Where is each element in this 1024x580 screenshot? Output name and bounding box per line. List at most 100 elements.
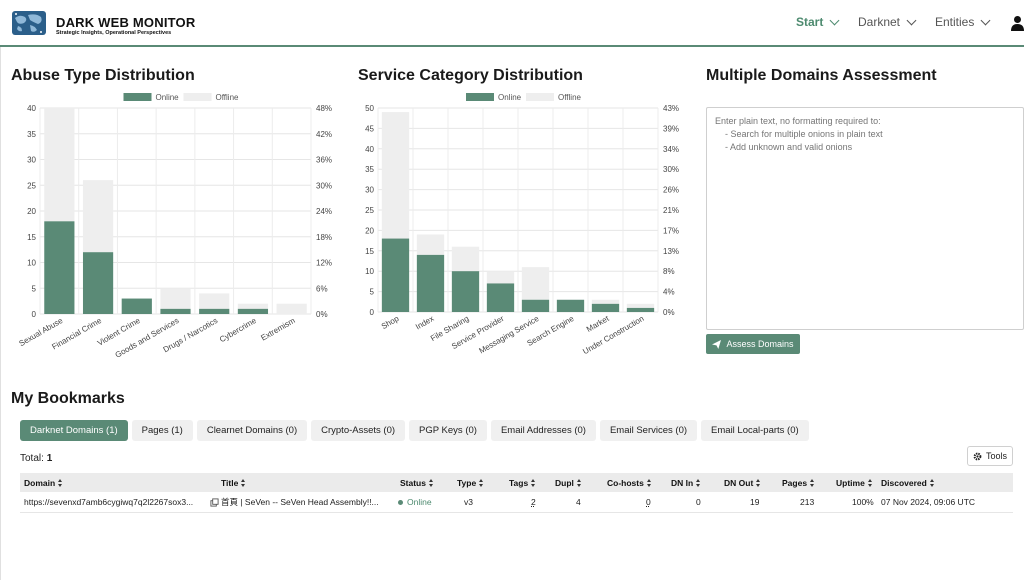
sort-icon: [576, 478, 582, 487]
abuse-bar-offline: [276, 303, 307, 314]
service-y2tick: 34%: [663, 145, 679, 154]
page-left-border: [0, 47, 1, 580]
col-dn-in[interactable]: DN In: [671, 473, 701, 492]
domains-textarea[interactable]: [706, 107, 1024, 330]
globe-logo-icon: [12, 11, 46, 35]
tools-button[interactable]: Tools: [967, 446, 1013, 466]
abuse-y2tick: 12%: [316, 259, 332, 268]
sort-icon: [867, 478, 873, 487]
assess-domains-button[interactable]: Assess Domains: [706, 334, 800, 354]
bookmarks-total: Total: 1: [20, 453, 52, 464]
sort-icon: [810, 478, 815, 487]
abuse-ytick: 40: [27, 104, 36, 113]
row-dupl: 4: [576, 497, 581, 507]
service-category-label: Index: [414, 314, 435, 332]
tab-pages[interactable]: Pages (1): [131, 420, 193, 441]
col-pages-label: Pages: [782, 477, 808, 488]
service-bar-offline: [416, 234, 445, 255]
abuse-bar-offline: [237, 303, 269, 309]
abuse-y2tick: 6%: [316, 284, 328, 293]
row-dn-out: 19: [750, 497, 760, 507]
col-uptime[interactable]: Uptime: [836, 473, 873, 492]
service-y2tick: 21%: [663, 206, 679, 215]
abuse-bar-online: [237, 308, 269, 314]
copy-icon[interactable]: [210, 498, 219, 507]
service-y2tick: 0%: [663, 308, 675, 317]
row-domain[interactable]: https://sevenxd7amb6cygiwq7q2l2267sox3..…: [24, 497, 194, 507]
tab-darknet-domains[interactable]: Darknet Domains (1): [20, 420, 128, 441]
service-y2tick: 30%: [663, 165, 679, 174]
col-pages[interactable]: Pages: [782, 473, 815, 492]
col-status[interactable]: Status: [400, 473, 434, 492]
abuse-bar-online: [121, 298, 152, 314]
bookmarks-table: Domain Title Status Type Tags Dupl Co-ho…: [20, 473, 1013, 513]
col-dn-out[interactable]: DN Out: [724, 473, 761, 492]
service-y2tick: 39%: [663, 124, 679, 133]
row-tags[interactable]: 2: [531, 497, 536, 507]
row-discovered: 07 Nov 2024, 09:06 UTC: [881, 497, 976, 507]
top-header: DARK WEB MONITOR Strategic Insights, Ope…: [0, 0, 1024, 47]
col-type[interactable]: Type: [457, 473, 484, 492]
col-domain-label: Domain: [24, 477, 56, 488]
row-cohosts[interactable]: 0: [646, 497, 651, 507]
abuse-bar-offline: [82, 180, 114, 253]
service-y2tick: 4%: [663, 288, 675, 297]
paper-plane-icon: [712, 339, 722, 349]
status-dot-icon: [398, 499, 403, 505]
col-type-label: Type: [457, 477, 477, 488]
abuse-category-label: Extremism: [259, 316, 297, 343]
abuse-ytick: 15: [27, 233, 36, 242]
nav-start[interactable]: Start: [796, 15, 840, 29]
tab-pgp-keys[interactable]: PGP Keys (0): [409, 420, 487, 441]
chevron-down-icon: [829, 15, 840, 25]
tab-email-services[interactable]: Email Services (0): [599, 420, 698, 441]
sort-icon: [241, 478, 246, 487]
col-dupl[interactable]: Dupl: [555, 473, 582, 492]
col-cohosts-label: Co-hosts: [607, 477, 644, 488]
nav-darknet[interactable]: Darknet: [858, 15, 917, 29]
gear-icon: [973, 452, 982, 460]
tab-email-local-parts[interactable]: Email Local-parts (0): [701, 420, 809, 441]
col-domain[interactable]: Domain: [24, 473, 63, 492]
row-title[interactable]: 首頁 | SeVen -- SeVen Head Assembly!!...: [221, 497, 379, 507]
abuse-y2tick: 36%: [316, 156, 332, 165]
brand-title[interactable]: DARK WEB MONITOR: [56, 15, 196, 30]
tab-crypto-assets[interactable]: Crypto-Assets (0): [311, 420, 406, 441]
abuse-category-label: Cybercrime: [218, 316, 258, 345]
abuse-bar-offline: [44, 108, 75, 222]
service-legend-offline: Offline: [558, 93, 582, 102]
service-bar-offline: [381, 112, 410, 239]
service-category-chart: Online Offline 0 0% 5 4% 10 8% 15 13% 20 17% 25 21% 30…: [365, 93, 679, 356]
col-cohosts[interactable]: Co-hosts: [607, 473, 652, 492]
sort-icon: [428, 478, 434, 487]
service-ytick: 50: [365, 104, 374, 113]
tab-clearnet-domains[interactable]: Clearnet Domains (0): [196, 420, 308, 441]
col-title[interactable]: Title: [221, 473, 246, 492]
chevron-down-icon: [980, 15, 991, 25]
service-ytick: 0: [370, 308, 375, 317]
service-bar-online: [556, 299, 585, 312]
abuse-bar-offline: [160, 288, 191, 309]
row-type: v3: [464, 497, 473, 507]
abuse-legend-online: Online: [156, 93, 180, 102]
col-discovered[interactable]: Discovered: [881, 473, 935, 492]
col-tags[interactable]: Tags: [509, 473, 536, 492]
service-bar-online: [416, 254, 445, 312]
table-row[interactable]: https://sevenxd7amb6cygiwq7q2l2267sox3..…: [20, 492, 1013, 513]
abuse-ytick: 10: [27, 259, 36, 268]
nav-entities[interactable]: Entities: [935, 15, 991, 29]
row-uptime: 100%: [852, 497, 874, 507]
chevron-down-icon: [906, 15, 917, 25]
abuse-bar-online: [160, 308, 191, 314]
service-ytick: 35: [365, 165, 374, 174]
row-status-label: Online: [407, 497, 432, 507]
assess-domains-label: Assess Domains: [726, 339, 794, 349]
col-discovered-label: Discovered: [881, 477, 927, 488]
row-status: Online: [398, 492, 432, 512]
service-ytick: 20: [365, 226, 374, 235]
service-category-label: Shop: [380, 314, 401, 331]
tab-email-addresses[interactable]: Email Addresses (0): [490, 420, 596, 441]
abuse-legend-online-swatch: [123, 93, 152, 101]
user-icon[interactable]: [1011, 15, 1024, 31]
service-bar-online: [521, 299, 550, 312]
